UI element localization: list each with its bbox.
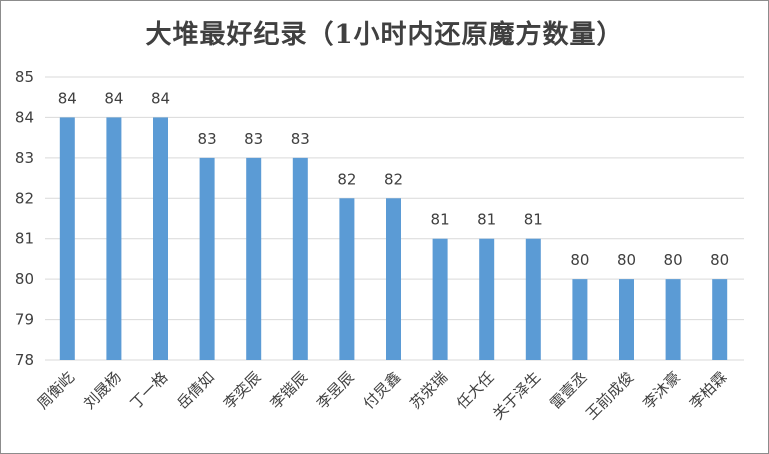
y-axis-ticks: 78 79 80 81 82 83 84 85 (15, 68, 34, 369)
data-label-1: 84 (58, 89, 77, 107)
bar-14 (665, 279, 681, 360)
x-category-label-9: 苏泶瑞 (406, 368, 451, 413)
bar-4 (199, 157, 215, 360)
y-tick-label-85: 85 (15, 68, 34, 86)
bars (59, 117, 728, 360)
data-label-8: 82 (384, 170, 403, 188)
y-tick-label-84: 84 (15, 108, 34, 126)
y-tick-label-79: 79 (15, 311, 34, 329)
x-category-label-13: 王前成俊 (582, 368, 637, 423)
data-label-2: 84 (104, 89, 123, 107)
bar-13 (619, 279, 634, 360)
y-tick-label-80: 80 (15, 270, 34, 288)
y-tick-label-81: 81 (15, 230, 34, 248)
x-category-label-6: 李锴辰 (267, 368, 312, 413)
y-tick-label-78: 78 (15, 351, 34, 369)
data-label-7: 82 (337, 170, 356, 188)
x-category-label-2: 刘晟杨 (80, 368, 125, 413)
data-label-3: 84 (151, 89, 170, 107)
data-label-13: 80 (617, 251, 636, 269)
y-tick-label-82: 82 (15, 189, 34, 207)
x-category-label-10: 任大任 (453, 368, 498, 413)
x-category-label-15: 李柏霖 (686, 368, 731, 413)
x-category-label-14: 李沐豪 (639, 368, 684, 413)
data-label-14: 80 (664, 251, 683, 269)
data-label-12: 80 (570, 251, 589, 269)
data-label-15: 80 (710, 251, 729, 269)
bar-1 (59, 117, 75, 360)
data-label-10: 81 (477, 211, 496, 229)
bar-5 (246, 157, 262, 360)
data-label-11: 81 (524, 211, 543, 229)
bar-7 (339, 198, 355, 360)
x-category-label-12: 雷壹丞 (546, 368, 591, 413)
bar-6 (292, 157, 308, 360)
bar-2 (106, 117, 122, 360)
bar-11 (525, 238, 541, 360)
x-category-label-3: 丁一格 (127, 368, 172, 413)
y-tick-label-83: 83 (15, 149, 34, 167)
data-label-5: 83 (244, 130, 263, 148)
bar-9 (432, 238, 448, 360)
x-category-label-5: 李奕辰 (220, 368, 265, 413)
x-category-label-8: 付炅鑫 (360, 368, 405, 413)
bar-10 (479, 238, 495, 360)
bar-15 (712, 279, 728, 360)
chart-title: 大堆最好纪录（1小时内还原魔方数量） (145, 20, 624, 50)
data-labels: 84 84 84 83 83 83 82 82 81 81 81 80 80 80 80 (58, 89, 729, 269)
x-category-label-1: 周衡屹 (34, 368, 79, 413)
bar-8 (386, 198, 401, 360)
data-label-6: 83 (291, 130, 310, 148)
data-label-4: 83 (198, 130, 217, 148)
x-category-label-7: 李昱辰 (313, 368, 358, 413)
bar-12 (572, 279, 588, 360)
data-label-9: 81 (431, 211, 450, 229)
x-category-label-4: 岳倩如 (173, 368, 218, 413)
x-category-label-11: 关于泽生 (489, 368, 544, 423)
bar-3 (153, 117, 168, 360)
